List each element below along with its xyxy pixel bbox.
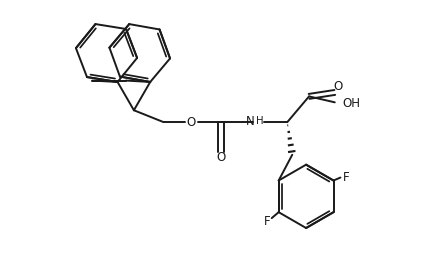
Text: H: H: [256, 116, 263, 126]
Text: N: N: [246, 115, 255, 128]
Text: F: F: [264, 215, 270, 228]
Text: O: O: [216, 151, 226, 164]
Text: O: O: [333, 80, 343, 94]
Text: OH: OH: [343, 97, 361, 110]
Text: O: O: [187, 116, 196, 129]
Text: F: F: [343, 171, 350, 184]
